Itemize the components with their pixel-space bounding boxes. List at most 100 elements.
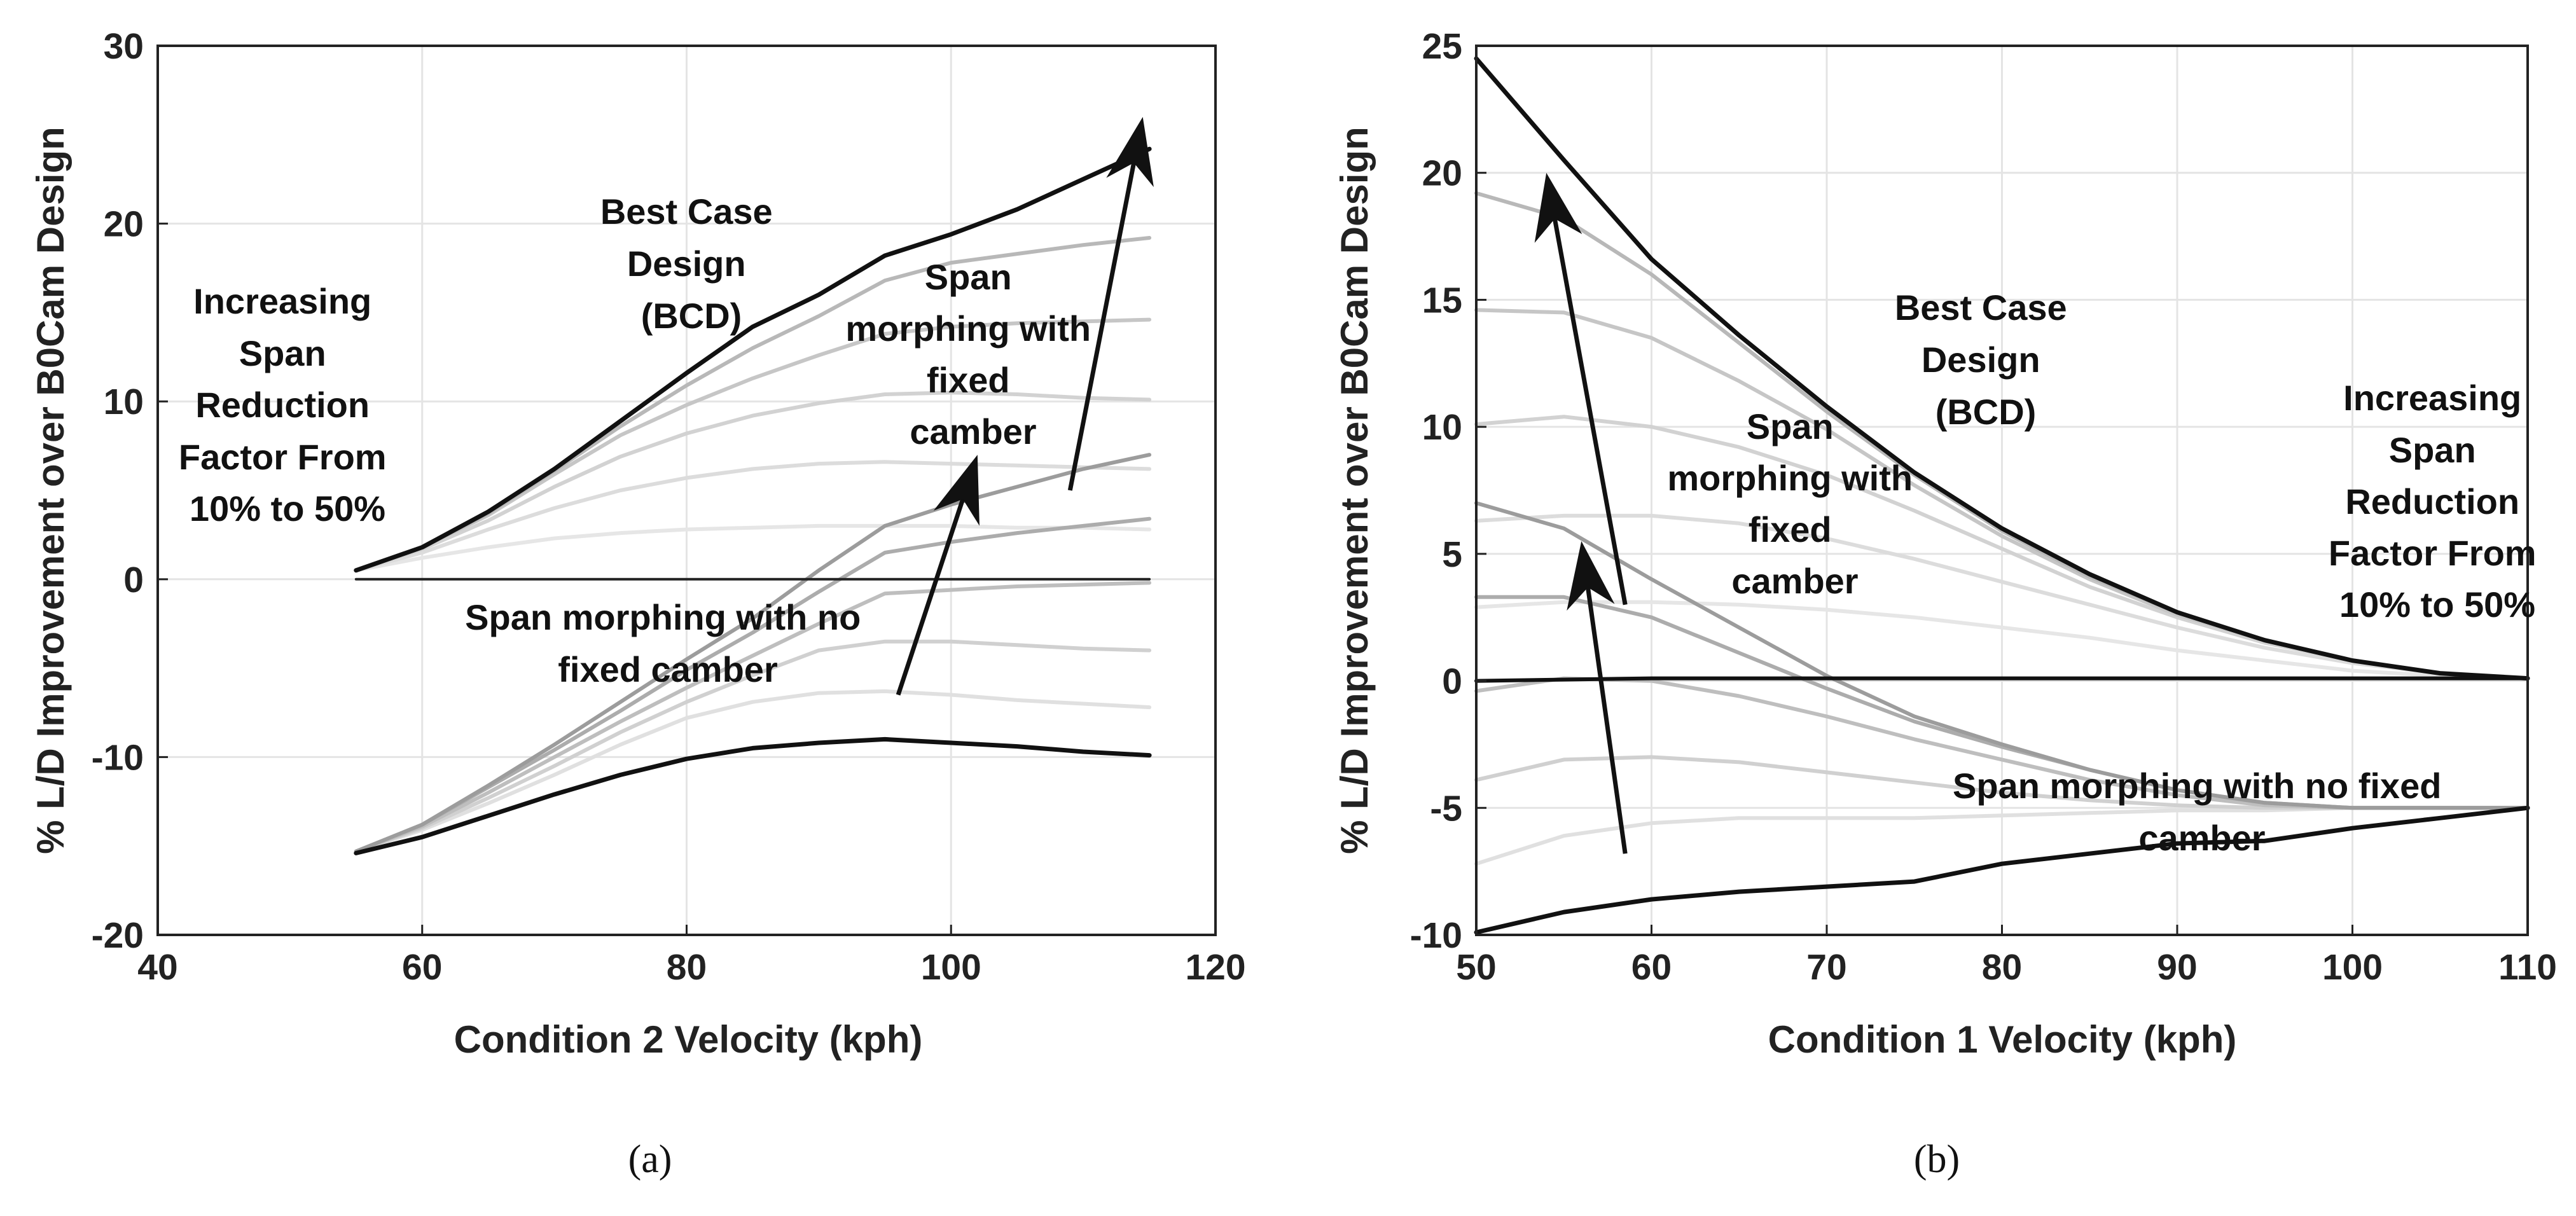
series-line: [354, 689, 1152, 853]
y-tick-label: 20: [1422, 153, 1462, 194]
annotation-line: 10% to 50%: [2339, 584, 2535, 625]
annotation-line: Best Case: [1895, 287, 2067, 328]
annotation-line: Design: [1922, 340, 2040, 380]
x-tick-label: 40: [137, 947, 177, 988]
series-line: [354, 581, 1152, 853]
y-axis-label-a: % L/D Improvement over B0Cam Design: [29, 127, 72, 854]
series-line: [1474, 676, 2530, 683]
annotation-increasing-span-a: Increasing Span Reduction Factor From 10…: [179, 281, 396, 529]
y-tick-label: 25: [1422, 26, 1462, 67]
annotation-line: Best Case: [600, 191, 773, 231]
series-a: [354, 146, 1152, 855]
x-tick-label: 100: [2322, 947, 2383, 988]
series-line: [354, 736, 1152, 855]
arrows-b: [1534, 172, 1628, 854]
annotation-line: morphing with: [1667, 458, 1913, 498]
annotation-line: Span: [239, 333, 326, 373]
arrows-a: [896, 116, 1154, 696]
annotation-arrow-head: [1534, 172, 1582, 243]
annotation-no-fixed-camber-b: Span morphing with no fixed camber: [1953, 766, 2451, 858]
x-ticks-b: 50 60 70 80 90 100 110: [1456, 925, 2557, 988]
caption-a: (a): [628, 1138, 672, 1181]
y-ticks-a: -20 -10 0 10 20 30: [92, 26, 168, 956]
caption-b: (b): [1914, 1138, 1960, 1181]
annotation-arrow-shaft: [1585, 584, 1628, 854]
annotation-line: morphing with: [845, 308, 1091, 349]
chart-panel-b: 50 60 70 80 90 100 110 -10 -5 0 5 10 15 20 25 Conditi…: [1333, 26, 2557, 1061]
series-line: [354, 460, 1152, 572]
annotation-line: fixed: [927, 360, 1010, 400]
annotation-fixed-camber-b: Span morphing with fixed camber: [1667, 406, 1922, 601]
x-tick-label: 80: [1982, 947, 2022, 988]
annotation-line: Reduction: [2345, 481, 2519, 522]
annotation-arrow-shaft: [896, 496, 966, 696]
x-tick-label: 100: [921, 947, 981, 988]
x-ticks-a: 40 60 80 100 120: [137, 925, 1246, 988]
annotation-increasing-span-b: Increasing Span Reduction Factor From 10…: [2329, 378, 2546, 625]
x-tick-label: 120: [1185, 947, 1245, 988]
annotation-line: (BCD): [1935, 392, 2037, 432]
y-tick-label: 5: [1442, 534, 1462, 575]
annotation-line: Span: [1747, 406, 1834, 446]
y-tick-label: -5: [1430, 788, 1462, 829]
annotation-line: Span: [2389, 430, 2476, 470]
annotation-line: Increasing: [2343, 378, 2521, 418]
annotation-line: Span: [925, 257, 1012, 297]
annotation-line: Reduction: [195, 385, 370, 425]
series-line: [1474, 805, 2530, 935]
y-tick-label: 10: [104, 382, 144, 422]
annotation-arrow-head: [933, 455, 980, 526]
x-tick-label: 70: [1806, 947, 1846, 988]
x-tick-label: 110: [2498, 947, 2557, 988]
y-axis-label-b: % L/D Improvement over B0Cam Design: [1333, 127, 1376, 854]
y-tick-label: -10: [1410, 915, 1462, 956]
x-tick-label: 50: [1456, 947, 1496, 988]
annotation-line: fixed camber: [558, 649, 778, 689]
series-line: [354, 523, 1152, 572]
annotation-line: camber: [1731, 561, 1858, 601]
series-line: [1474, 56, 2530, 681]
series-b: [1474, 56, 2530, 935]
annotation-bcd-a: Best Case Design (BCD): [600, 191, 782, 336]
x-tick-label: 60: [1631, 947, 1672, 988]
series-line: [1474, 501, 2530, 810]
y-tick-label: 30: [104, 26, 144, 67]
annotation-arrow-shaft: [1552, 216, 1628, 605]
annotation-line: Span morphing with no fixed: [1953, 766, 2441, 806]
x-axis-label-b: Condition 1 Velocity (kph): [1768, 1018, 2237, 1061]
annotation-line: Design: [627, 244, 746, 284]
chart-panel-a: 40 60 80 100 120 -20 -10 0 10 20 30 Condition 2 V…: [29, 26, 1246, 1061]
annotation-arrow-shaft: [1067, 160, 1137, 491]
series-line: [354, 453, 1152, 853]
series-line: [1474, 600, 2530, 681]
series-line: [354, 146, 1152, 573]
annotation-line: (BCD): [641, 296, 742, 336]
annotation-line: camber: [910, 411, 1036, 452]
x-tick-label: 90: [2157, 947, 2197, 988]
y-tick-label: 0: [1442, 661, 1462, 702]
y-tick-label: 15: [1422, 280, 1462, 321]
y-tick-label: -10: [92, 737, 144, 778]
y-ticks-b: -10 -5 0 5 10 15 20 25: [1410, 26, 1486, 956]
annotation-line: Span morphing with no: [465, 597, 861, 637]
x-tick-label: 60: [402, 947, 442, 988]
series-line: [1474, 513, 2530, 681]
y-tick-label: -20: [92, 915, 144, 956]
series-line: [354, 390, 1152, 572]
y-tick-label: 0: [123, 560, 144, 600]
annotation-line: 10% to 50%: [190, 488, 385, 529]
annotation-no-fixed-camber-a: Span morphing with no fixed camber: [465, 597, 871, 689]
annotation-line: Factor From: [179, 437, 387, 477]
annotation-arrow-head: [1567, 541, 1615, 611]
annotation-line: camber: [2138, 818, 2265, 858]
annotation-line: Factor From: [2329, 533, 2537, 573]
annotation-arrow-head: [1106, 116, 1154, 188]
y-tick-label: 20: [104, 204, 144, 245]
annotation-bcd-b: Best Case Design (BCD): [1895, 287, 2077, 432]
series-line: [354, 639, 1152, 853]
x-axis-label-a: Condition 2 Velocity (kph): [454, 1018, 923, 1061]
x-tick-label: 80: [667, 947, 707, 988]
annotation-fixed-camber-a: Span morphing with fixed camber: [845, 257, 1100, 452]
y-tick-label: 10: [1422, 407, 1462, 448]
